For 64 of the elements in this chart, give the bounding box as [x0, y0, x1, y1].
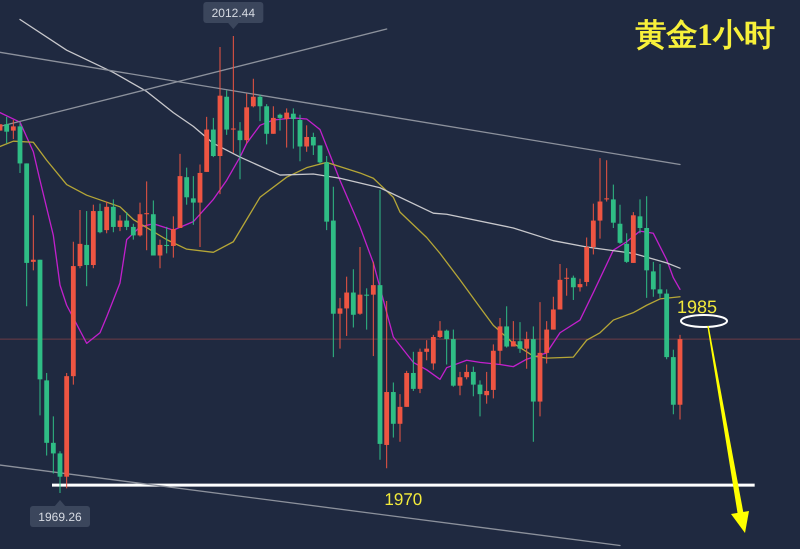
candlestick [524, 331, 530, 370]
candlestick [578, 278, 582, 292]
candlestick [650, 261, 656, 298]
candlestick [250, 78, 256, 108]
candlestick [410, 351, 416, 392]
candlestick [164, 226, 170, 254]
candlestick [470, 366, 476, 397]
candlestick [478, 380, 482, 417]
candlestick [238, 122, 242, 180]
candlestick [444, 329, 450, 366]
candlestick [258, 94, 262, 122]
candlestick [138, 202, 142, 237]
candlestick [184, 167, 190, 206]
candlestick [424, 340, 430, 361]
candlestick [30, 214, 36, 271]
candlestick [370, 261, 376, 357]
candlestick [610, 184, 616, 228]
candlestick [110, 198, 116, 233]
candlestick [230, 36, 236, 154]
candlestick [170, 216, 176, 258]
candlestick [398, 394, 402, 442]
candlestick [318, 144, 322, 164]
chart-title: 黄金1小时 [635, 17, 775, 52]
candlestick [518, 322, 522, 354]
annotation: 1985 [676, 297, 718, 317]
candlestick [604, 160, 610, 202]
candlestick [124, 212, 130, 231]
annotation: 1969.26 [38, 510, 82, 524]
candlestick [658, 263, 662, 298]
candlestick [510, 320, 516, 348]
candlestick [50, 416, 56, 474]
candlestick [270, 106, 276, 134]
candlestick [290, 108, 296, 150]
candlestick [504, 306, 510, 348]
candlestick [158, 239, 162, 269]
candlestick [310, 132, 316, 156]
candlestick [338, 297, 342, 350]
candlestick [638, 198, 642, 234]
candlestick [438, 320, 442, 339]
candlestick [278, 113, 282, 132]
candlestick [98, 203, 102, 234]
candlestick [58, 450, 62, 494]
annotation: 2012.44 [212, 6, 256, 20]
candlestick [598, 158, 602, 240]
candlestick [358, 246, 362, 316]
candlestick [550, 296, 556, 330]
candlestick [84, 210, 90, 287]
candlestick [304, 124, 310, 152]
candlestick [564, 268, 570, 296]
ref-line-label: 1970 [384, 490, 422, 510]
candlestick [350, 268, 356, 328]
candlestick [78, 209, 82, 269]
candlestick [104, 201, 110, 234]
candlestick [344, 276, 350, 336]
candlestick [364, 288, 370, 330]
candlestick [130, 223, 136, 240]
candlestick [570, 275, 576, 300]
candlestick [544, 320, 550, 364]
candlestick [144, 180, 150, 251]
candlestick [624, 232, 630, 264]
candlestick [458, 371, 462, 396]
candlestick [284, 108, 290, 148]
candlestick [618, 204, 622, 244]
candlestick [118, 214, 122, 232]
